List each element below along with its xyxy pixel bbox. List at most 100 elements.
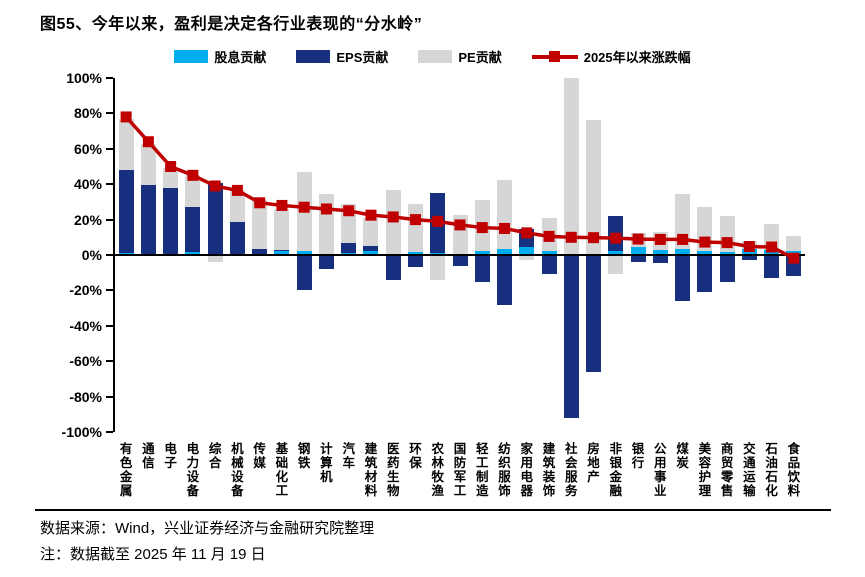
y-axis-tick — [106, 289, 113, 292]
bar-segment — [140, 144, 156, 186]
bar-segment — [474, 200, 490, 251]
x-axis-label: 石 油 石 化 — [765, 442, 778, 498]
x-axis-label: 交 通 运 输 — [743, 442, 756, 498]
x-axis-label: 非 银 金 融 — [609, 442, 623, 498]
bar-segment — [229, 189, 245, 223]
bar-segment — [474, 255, 490, 282]
legend-label: EPS贡献 — [336, 50, 389, 65]
x-axis-label: 有 色 金 属 — [119, 442, 133, 498]
y-axis-tick-label: 100% — [66, 70, 102, 86]
y-axis-tick-label: 60% — [73, 140, 102, 157]
y-axis-tick-label: -100% — [61, 424, 102, 440]
x-axis-label: 电 子 — [164, 442, 177, 470]
bar-segment — [430, 193, 446, 254]
y-axis-tick-label: 20% — [73, 211, 102, 228]
legend-swatch — [296, 50, 331, 63]
bar-segment — [229, 222, 245, 255]
bar-segment — [675, 193, 691, 249]
x-axis-label: 纺 织 服 饰 — [498, 442, 511, 498]
y-axis-tick — [106, 77, 113, 79]
bar-segment — [452, 215, 468, 255]
bar-segment — [608, 255, 624, 275]
bar-segment — [385, 255, 401, 280]
x-axis-label: 家 用 电 器 — [520, 442, 534, 498]
x-axis-label: 农 林 牧 渔 — [431, 442, 444, 498]
x-axis-label: 汽 车 — [342, 442, 355, 470]
y-axis-tick — [106, 324, 113, 327]
y-axis-tick — [106, 254, 113, 256]
bar-segment — [363, 217, 379, 247]
bar-segment — [296, 255, 312, 291]
x-axis-label: 建 筑 装 饰 — [542, 442, 556, 498]
bar-segment — [697, 207, 713, 252]
bar-segment — [519, 229, 535, 248]
x-axis-label: 食 品 饮 料 — [787, 442, 801, 498]
bar-segment — [341, 242, 357, 254]
x-axis-label: 社 会 服 务 — [565, 442, 578, 498]
y-axis-tick-label: 80% — [73, 105, 102, 122]
legend-swatch — [418, 50, 453, 63]
y-axis-tick — [106, 218, 113, 221]
bar-segment — [274, 249, 290, 251]
legend-item: EPS贡献 — [296, 47, 388, 66]
bar-segment — [563, 78, 579, 255]
legend-item: 2025年以来涨跌幅 — [531, 47, 691, 66]
bar-segment — [541, 255, 557, 275]
x-axis-label: 美 容 护 理 — [698, 442, 712, 498]
bar-segment — [430, 255, 446, 280]
bar-segment — [252, 200, 268, 249]
y-axis-tick — [106, 147, 113, 150]
data-source-note: 数据来源：Wind，兴业证券经济与金融研究院整理 — [40, 520, 375, 537]
y-axis-tick-label: -20% — [69, 282, 102, 299]
bar-segment — [318, 193, 334, 255]
bar-segment — [185, 207, 201, 253]
x-axis-label: 轻 工 制 造 — [475, 442, 489, 498]
bar-segment — [786, 236, 802, 251]
y-axis-tick-label: -40% — [69, 317, 102, 334]
bar-segment — [385, 189, 401, 255]
bar-segment — [140, 185, 156, 255]
y-axis-tick — [106, 395, 113, 398]
x-axis-label: 房 地 产 — [587, 442, 600, 484]
bar-segment — [163, 168, 179, 188]
y-axis-tick-label: -60% — [69, 353, 102, 370]
x-axis-label: 机 械 设 备 — [231, 442, 244, 498]
x-axis-label: 传 媒 — [253, 442, 266, 470]
bar-segment — [497, 179, 513, 249]
bar-segment — [764, 255, 780, 278]
footer-separator — [35, 509, 831, 511]
bar-segment — [719, 216, 735, 253]
legend-item: PE贡献 — [418, 47, 502, 66]
legend-label: 2025年以来涨跌幅 — [583, 50, 691, 65]
bar-segment — [675, 255, 691, 302]
bar-segment — [497, 255, 513, 305]
bar-segment — [363, 246, 379, 252]
legend-swatch — [174, 50, 209, 63]
x-axis-label: 商 贸 零 售 — [720, 442, 734, 498]
bar-segment — [786, 255, 802, 277]
x-axis-label: 基 础 化 工 — [275, 442, 289, 498]
legend-line-swatch — [531, 50, 578, 63]
bar-segment — [341, 203, 357, 243]
bar-segment — [407, 203, 423, 253]
bar-segment — [563, 255, 579, 418]
bar-segment — [407, 255, 423, 268]
chart-legend: 股息贡献 EPS贡献 PE贡献 2025年以来涨跌幅 — [0, 47, 865, 66]
x-axis-zero-line — [113, 254, 805, 257]
bar-segment — [185, 175, 201, 208]
y-axis-tick-label: 0% — [81, 247, 102, 263]
bar-segment — [652, 231, 668, 250]
bar-segment — [586, 255, 602, 372]
bar-segment — [764, 224, 780, 250]
bar-segment — [274, 208, 290, 250]
x-axis-label: 公 用 事 业 — [654, 442, 667, 498]
legend-label: PE贡献 — [458, 50, 502, 65]
y-axis-tick-label: -80% — [69, 388, 102, 405]
x-axis-label: 钢 铁 — [297, 442, 311, 470]
x-axis-label: 国 防 军 工 — [453, 442, 467, 498]
x-axis-label: 煤 炭 — [676, 442, 689, 470]
y-axis-tick — [106, 112, 113, 115]
data-cutoff-note: 注：数据截至 2025 年 11 月 19 日 — [40, 546, 266, 563]
y-axis-tick — [106, 360, 113, 363]
